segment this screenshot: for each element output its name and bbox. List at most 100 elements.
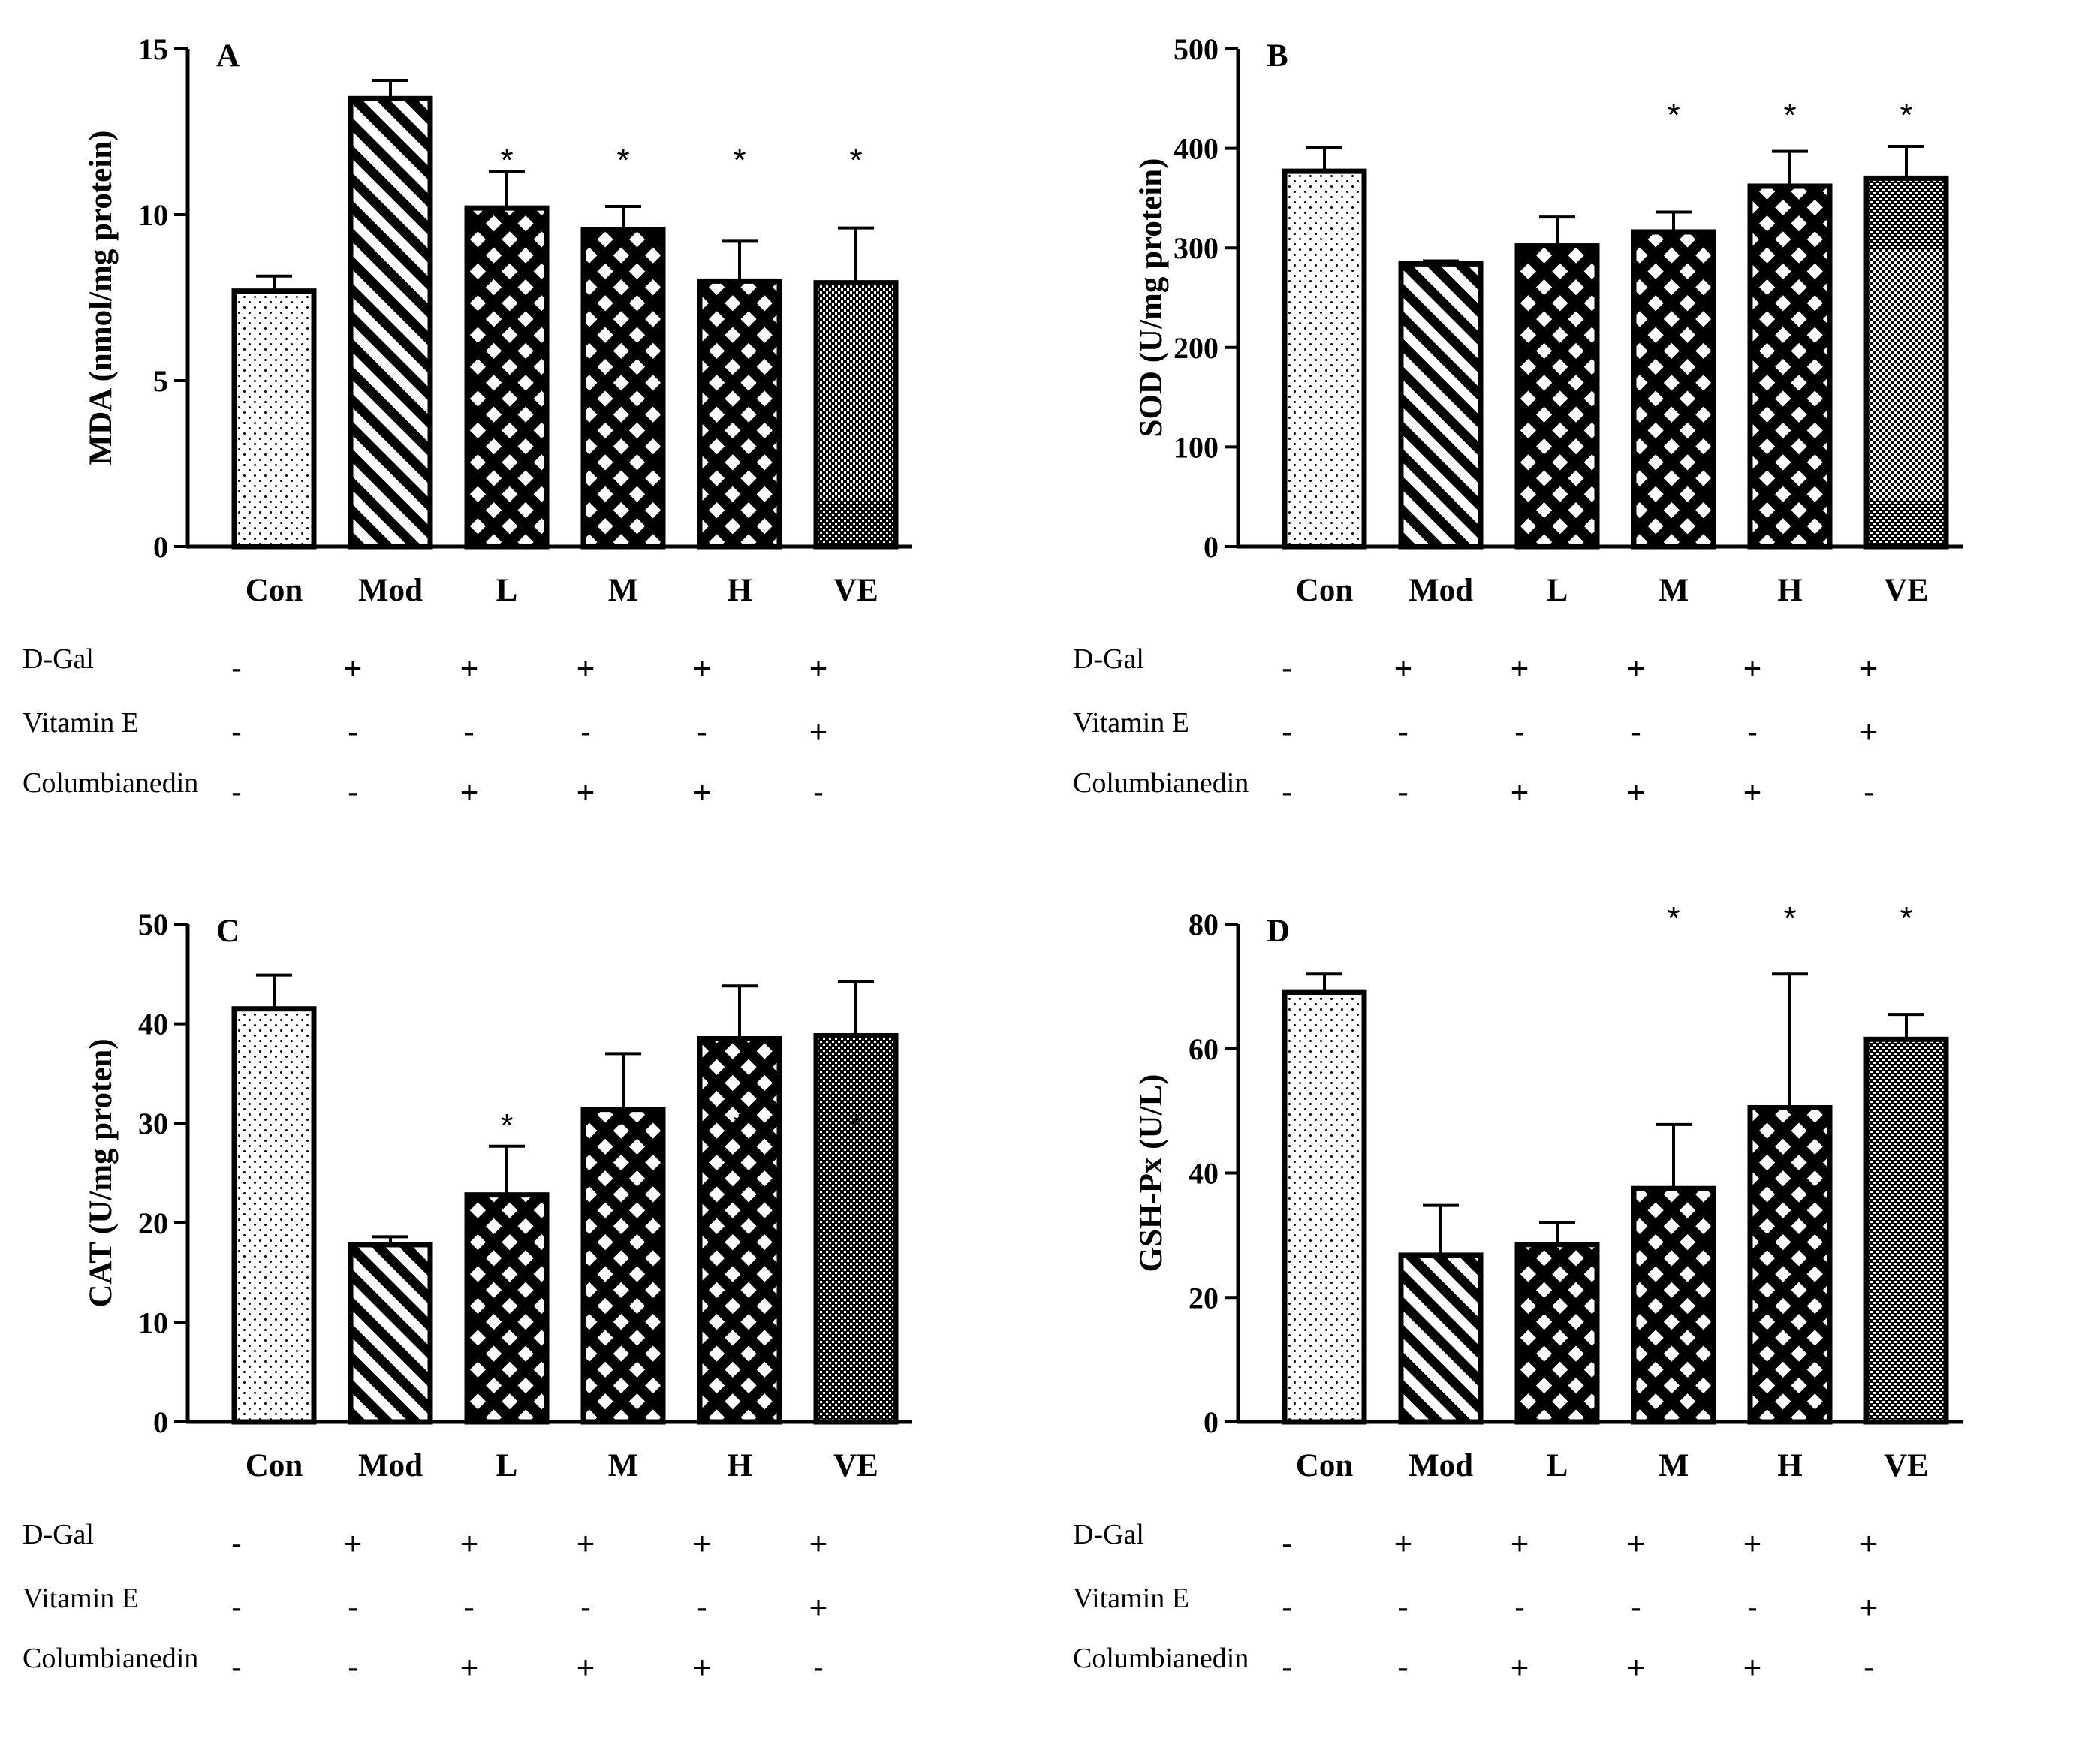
panel-c: 0 10 20 30 40 50 C CAT (U/mg proten) Con Mod * L * M *… <box>0 875 1050 1750</box>
y-tick-label: 10 <box>138 198 168 232</box>
treatment-sign: - <box>231 1589 242 1625</box>
bar-h <box>697 278 782 550</box>
chart-d: 0 20 40 60 80 D GSH-Px (U/L) Con Mod L * M * H * VE D-Ga… <box>1073 900 1963 1685</box>
category-label: M <box>1659 1448 1689 1483</box>
significance-star: * <box>849 142 862 179</box>
panel-a: 0 5 10 15 A MDA (nmol/mg protein) Con Mod * L * M * H… <box>0 0 1050 875</box>
significance-star: * <box>733 1107 746 1144</box>
treatment-sign: - <box>1863 774 1874 809</box>
y-tick-label: 20 <box>1189 1281 1219 1315</box>
category-label: H <box>727 573 752 608</box>
y-tick-label: 60 <box>1189 1032 1219 1066</box>
bar-l <box>1514 1242 1600 1425</box>
treatment-name: Columbianedin <box>1073 767 1249 799</box>
category-label: L <box>496 573 518 608</box>
significance-star: * <box>500 1107 513 1144</box>
treatment-sign: + <box>1627 650 1646 685</box>
bar-con <box>1282 168 1367 550</box>
treatment-sign: + <box>460 650 479 685</box>
y-tick-label: 15 <box>138 32 168 66</box>
y-tick-label: 5 <box>153 364 168 398</box>
treatment-sign: + <box>1511 774 1529 809</box>
significance-star: * <box>500 142 513 179</box>
significance-star: * <box>849 1107 862 1144</box>
y-tick-label: 500 <box>1174 32 1219 66</box>
treatment-name: Columbianedin <box>23 767 198 799</box>
treatment-sign: - <box>1747 714 1758 749</box>
y-tick-label: 400 <box>1174 132 1219 166</box>
treatment-sign: + <box>1511 1526 1529 1561</box>
category-label: H <box>727 1448 752 1483</box>
treatment-sign: + <box>693 1526 712 1561</box>
treatment-sign: - <box>348 714 358 749</box>
bar-mod <box>348 1242 433 1425</box>
treatment-sign: - <box>1747 1589 1758 1625</box>
category-label: Con <box>246 1448 303 1483</box>
category-label: Con <box>246 573 303 608</box>
treatment-name: Vitamin E <box>1073 707 1189 739</box>
y-tick-label: 0 <box>1204 1405 1219 1439</box>
treatment-sign: - <box>464 714 475 749</box>
panel-letter: D <box>1267 914 1290 949</box>
category-label: M <box>1659 573 1689 608</box>
y-tick-label: 50 <box>138 908 168 941</box>
y-tick-label: 100 <box>1174 430 1219 464</box>
treatment-sign: + <box>344 1526 363 1561</box>
significance-star: * <box>616 142 629 179</box>
bar-l <box>464 205 550 550</box>
y-tick-label: 10 <box>138 1306 168 1339</box>
treatment-sign: - <box>813 1649 824 1685</box>
treatment-sign: + <box>1860 1526 1879 1561</box>
treatment-name: D-Gal <box>1073 1519 1144 1550</box>
category-label: VE <box>1884 573 1929 608</box>
treatment-sign: - <box>1282 774 1292 809</box>
treatment-sign: - <box>1282 1649 1292 1685</box>
significance-star: * <box>733 142 746 179</box>
treatment-sign: + <box>1511 650 1529 685</box>
significance-star: * <box>1783 900 1796 937</box>
treatment-sign: - <box>813 774 824 809</box>
treatment-sign: - <box>1631 714 1641 749</box>
bar-l <box>1514 243 1600 550</box>
y-axis-title: MDA (nmol/mg protein) <box>83 131 119 465</box>
bar-ve <box>1863 175 1949 550</box>
treatment-sign: + <box>1511 1649 1529 1685</box>
bar-ve <box>813 280 899 550</box>
bar-h <box>697 1035 782 1425</box>
bar-ve <box>813 1033 899 1425</box>
treatment-sign: + <box>460 1526 479 1561</box>
treatment-sign: - <box>697 1589 707 1625</box>
treatment-sign: + <box>1860 650 1879 685</box>
panel-letter: A <box>216 38 240 74</box>
chart-a: 0 5 10 15 A MDA (nmol/mg protein) Con Mod * L * M * H… <box>23 32 912 809</box>
treatment-name: Vitamin E <box>23 1583 139 1614</box>
treatment-sign: + <box>809 1526 828 1561</box>
treatment-sign: + <box>809 1589 828 1625</box>
treatment-sign: + <box>577 1649 595 1685</box>
category-label: M <box>608 573 639 608</box>
significance-star: * <box>1667 97 1680 134</box>
category-label: VE <box>833 1448 878 1483</box>
panel-letter: C <box>216 914 240 949</box>
treatment-sign: - <box>348 774 358 809</box>
treatment-sign: + <box>1743 774 1762 809</box>
treatment-sign: - <box>1398 774 1409 809</box>
treatment-sign: - <box>231 714 242 749</box>
treatment-sign: - <box>1398 1589 1409 1625</box>
treatment-sign: + <box>344 650 363 685</box>
treatment-sign: + <box>1860 714 1879 749</box>
category-label: H <box>1777 573 1802 608</box>
bar-con <box>1282 989 1367 1425</box>
treatment-sign: + <box>460 1649 479 1685</box>
bar-mod <box>1398 1252 1484 1425</box>
y-tick-label: 0 <box>153 530 168 564</box>
treatment-sign: + <box>809 714 828 749</box>
bar-con <box>231 1006 317 1425</box>
y-tick-label: 40 <box>138 1008 168 1041</box>
treatment-sign: + <box>1743 1526 1762 1561</box>
treatment-sign: + <box>1743 1649 1762 1685</box>
bar-h <box>1747 183 1833 550</box>
y-axis-title: GSH-Px (U/L) <box>1134 1074 1169 1273</box>
significance-star: * <box>1900 97 1912 134</box>
treatment-sign: - <box>1282 650 1292 685</box>
